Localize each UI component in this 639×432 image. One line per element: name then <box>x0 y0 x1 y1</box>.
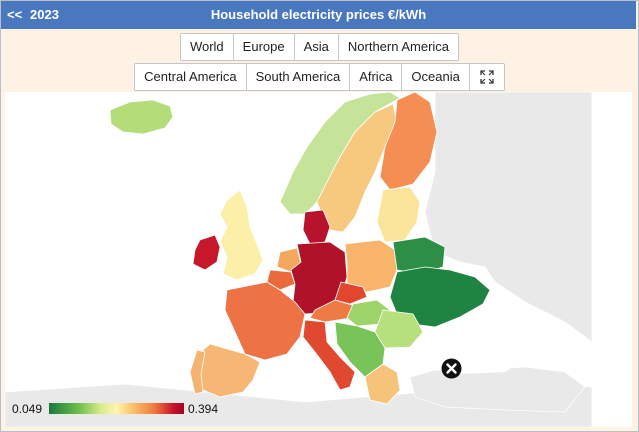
map-ukraine[interactable] <box>389 266 491 328</box>
header-bar: << 2023 Household electricity prices €/k… <box>1 1 636 29</box>
region-button-africa[interactable]: Africa <box>349 64 402 90</box>
map-poland[interactable] <box>344 239 398 293</box>
fullscreen-button[interactable] <box>468 64 504 90</box>
map-finland[interactable] <box>379 92 438 191</box>
map-iceland[interactable] <box>109 99 174 135</box>
region-button-asia[interactable]: Asia <box>293 34 338 60</box>
map-russia-region <box>424 92 592 343</box>
map-greece[interactable] <box>364 363 401 405</box>
chart-title: Household electricity prices €/kWh <box>210 7 427 22</box>
europe-map[interactable] <box>5 92 592 427</box>
year-label: 2023 <box>30 7 59 22</box>
region-row-2: Central America South America Africa Oce… <box>0 63 639 91</box>
region-button-central-america[interactable]: Central America <box>135 64 246 90</box>
region-button-northern-america[interactable]: Northern America <box>337 34 459 60</box>
map-belarus[interactable] <box>392 236 446 275</box>
map-svg <box>5 92 592 427</box>
legend-min-label: 0.049 <box>12 402 43 416</box>
map-baltics[interactable] <box>376 186 421 243</box>
back-link[interactable]: << <box>7 7 23 22</box>
expand-icon <box>480 70 494 84</box>
map-uk[interactable] <box>219 189 264 281</box>
map-france[interactable] <box>224 281 306 361</box>
map-czechia[interactable] <box>334 281 368 305</box>
map-norway[interactable] <box>279 92 401 215</box>
map-italy[interactable] <box>302 319 356 391</box>
map-belgium[interactable] <box>266 269 296 291</box>
map-portugal[interactable] <box>189 349 206 395</box>
legend-gradient-bar <box>49 403 184 414</box>
region-button-oceania[interactable]: Oceania <box>401 64 469 90</box>
region-button-group-2: Central America South America Africa Oce… <box>134 63 505 91</box>
map-ireland[interactable] <box>192 234 221 271</box>
region-button-group-1: World Europe Asia Northern America <box>179 33 460 61</box>
region-button-world[interactable]: World <box>180 34 233 60</box>
region-button-south-america[interactable]: South America <box>245 64 350 90</box>
map-margin <box>592 92 632 427</box>
legend-max-label: 0.394 <box>188 402 219 416</box>
close-icon[interactable] <box>441 358 462 379</box>
region-button-europe[interactable]: Europe <box>232 34 294 60</box>
region-row-1: World Europe Asia Northern America <box>0 33 639 61</box>
